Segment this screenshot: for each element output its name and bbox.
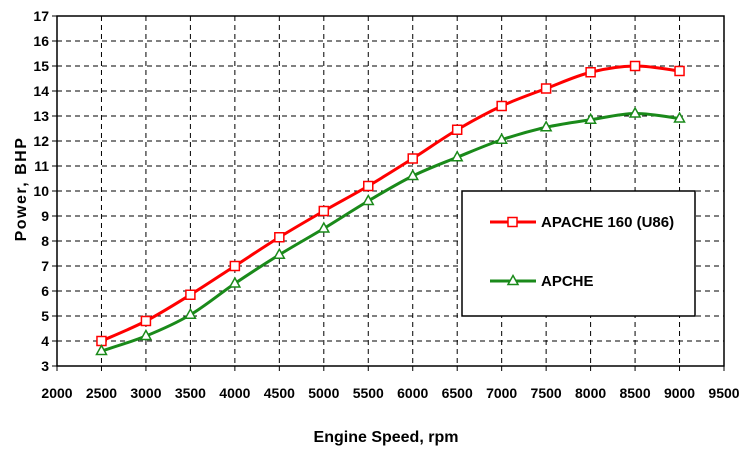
legend-label-apache-160: APACHE 160 (U86) xyxy=(541,214,674,231)
data-point-apache-160 xyxy=(229,260,241,272)
y-tick-label: 10 xyxy=(33,183,49,199)
y-tick-label: 7 xyxy=(41,258,49,274)
data-point-apche xyxy=(361,193,375,206)
y-axis-ticks: 3 4 5 6 7 8 9 10 11 12 13 14 15 16 17 xyxy=(33,8,57,374)
data-point-apche xyxy=(228,276,242,288)
x-tick-label: 5500 xyxy=(353,385,384,401)
data-point-apache-160 xyxy=(496,100,507,112)
legend: APACHE 160 (U86) APCHE xyxy=(461,190,696,317)
x-tick-label: 3000 xyxy=(130,385,161,401)
data-point-apche xyxy=(628,106,642,118)
data-point-apache-160 xyxy=(318,205,330,217)
legend-marker-triangle-icon xyxy=(506,273,520,286)
data-point-apche xyxy=(95,343,108,356)
x-tick-label: 9500 xyxy=(708,385,739,401)
y-tick-label: 11 xyxy=(34,158,49,174)
x-tick-label: 5000 xyxy=(308,385,339,401)
data-point-apche xyxy=(673,111,686,123)
data-point-apche xyxy=(539,120,553,132)
y-tick-label: 15 xyxy=(33,58,49,74)
y-tick-label: 8 xyxy=(41,233,49,249)
data-point-apche xyxy=(450,150,464,162)
x-tick-label: 7500 xyxy=(531,385,562,401)
data-point-apache-160 xyxy=(185,289,196,300)
data-point-apche xyxy=(184,307,197,319)
data-point-apache-160 xyxy=(140,315,152,327)
x-axis-label: Engine Speed, rpm xyxy=(314,429,459,446)
x-tick-label: 9000 xyxy=(664,385,695,401)
data-point-apche xyxy=(406,168,420,181)
y-tick-label: 3 xyxy=(41,358,49,374)
y-axis-label: Power, BHP xyxy=(13,137,30,242)
x-tick-label: 7000 xyxy=(486,385,517,401)
data-point-apche xyxy=(495,132,508,144)
y-tick-label: 4 xyxy=(41,333,49,349)
x-tick-label: 8000 xyxy=(575,385,606,401)
legend-label-apche: APCHE xyxy=(541,273,594,290)
data-point-apache-160 xyxy=(363,180,374,192)
x-tick-label: 2500 xyxy=(86,385,117,401)
x-tick-label: 3500 xyxy=(175,385,206,401)
x-tick-label: 6500 xyxy=(442,385,473,401)
data-point-apache-160 xyxy=(451,124,463,135)
y-tick-label: 14 xyxy=(33,83,49,99)
data-point-apache-160 xyxy=(674,65,685,77)
x-tick-label: 4500 xyxy=(264,385,295,401)
x-tick-label: 8500 xyxy=(619,385,650,401)
data-point-apache-160 xyxy=(540,83,552,94)
series-markers xyxy=(95,60,686,356)
data-point-apache-160 xyxy=(585,67,596,78)
x-tick-label: 2000 xyxy=(41,385,72,401)
y-tick-label: 9 xyxy=(41,208,49,224)
data-point-apche xyxy=(584,112,597,124)
data-point-apche xyxy=(273,247,286,259)
y-tick-label: 16 xyxy=(33,33,49,49)
x-tick-label: 4000 xyxy=(219,385,250,401)
y-tick-label: 12 xyxy=(33,133,49,149)
x-tick-label: 6000 xyxy=(397,385,428,401)
legend-item-apache-160: APACHE 160 (U86) xyxy=(490,214,674,231)
y-tick-label: 17 xyxy=(33,8,49,24)
legend-marker-square-icon xyxy=(507,216,518,228)
data-point-apache-160 xyxy=(407,153,418,164)
legend-box xyxy=(461,190,696,317)
legend-item-apche: APCHE xyxy=(490,273,594,290)
y-tick-label: 13 xyxy=(33,108,49,124)
data-point-apche xyxy=(317,221,331,233)
data-point-apache-160 xyxy=(629,60,641,72)
y-tick-label: 6 xyxy=(41,283,49,299)
x-axis-ticks: 2000 2500 3000 3500 4000 4500 5000 5500 6000 6500… xyxy=(41,366,740,401)
data-point-apche xyxy=(139,328,153,341)
y-tick-label: 5 xyxy=(41,308,49,324)
data-point-apache-160 xyxy=(274,232,285,243)
